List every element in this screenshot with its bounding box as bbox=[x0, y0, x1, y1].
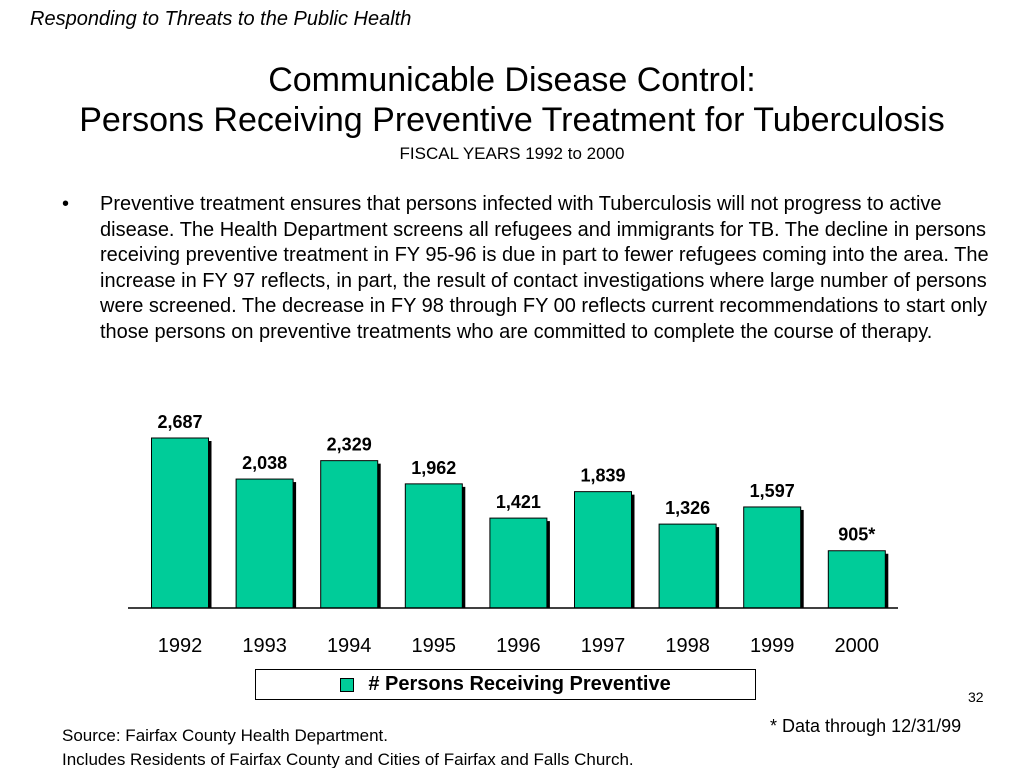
bullet-text: Preventive treatment ensures that person… bbox=[100, 193, 989, 343]
footnote: * Data through 12/31/99 bbox=[770, 716, 962, 736]
bullet-marker: • bbox=[62, 193, 70, 215]
data-label-1992: 2,687 bbox=[157, 412, 202, 432]
bar-1994 bbox=[320, 460, 379, 609]
x-tick-label-1997: 1997 bbox=[581, 635, 626, 657]
page-title-line-1: Communicable Disease Control: bbox=[268, 61, 756, 99]
data-label-1995: 1,962 bbox=[411, 458, 456, 478]
title-block: Communicable Disease Control: Persons Re… bbox=[0, 60, 1024, 164]
bar-1992 bbox=[151, 437, 209, 609]
data-label-1998: 1,326 bbox=[665, 498, 710, 518]
bar-1997 bbox=[574, 491, 632, 609]
x-tick-label-1999: 1999 bbox=[750, 635, 795, 657]
source-line-2: Includes Residents of Fairfax County and… bbox=[62, 750, 634, 768]
legend-label: # Persons Receiving Preventive bbox=[368, 673, 671, 695]
bar-2000 bbox=[827, 550, 886, 609]
x-tick-label-1992: 1992 bbox=[158, 635, 203, 657]
labels-layer: 2,687 2,038 2,329 1,962 1,421 1,839 1,326 1,597… bbox=[157, 412, 875, 545]
page-title-line-2: Persons Receiving Preventive Treatment f… bbox=[79, 101, 945, 139]
bars-layer bbox=[151, 437, 889, 609]
page-number: 32 bbox=[968, 689, 984, 705]
bullet-paragraph: • Preventive treatment ensures that pers… bbox=[62, 192, 997, 345]
x-tick-label-1995: 1995 bbox=[412, 635, 457, 657]
data-label-1996: 1,421 bbox=[496, 492, 541, 512]
x-tick-label-1998: 1998 bbox=[665, 635, 710, 657]
data-label-1994: 2,329 bbox=[327, 435, 372, 455]
x-tick-label-1996: 1996 bbox=[496, 635, 541, 657]
header-tag: Responding to Threats to the Public Heal… bbox=[30, 8, 412, 30]
source-line-1: Source: Fairfax County Health Department… bbox=[62, 726, 388, 745]
x-tick-label-1994: 1994 bbox=[327, 635, 372, 657]
source-note: Source: Fairfax County Health Department… bbox=[62, 724, 634, 768]
data-label-2000: 905* bbox=[838, 525, 875, 545]
legend-swatch bbox=[340, 677, 355, 692]
bar-1993 bbox=[235, 478, 294, 609]
data-label-1993: 2,038 bbox=[242, 453, 287, 473]
bar-1996 bbox=[489, 517, 548, 609]
bar-chart: 2,687 2,038 2,329 1,962 1,421 1,839 1,326 1,597… bbox=[128, 412, 898, 657]
bar-1998 bbox=[658, 523, 717, 609]
ticks-layer: 1992 1993 1994 1995 1996 1997 1998 1999 2000 bbox=[158, 635, 879, 657]
x-tick-label-2000: 2000 bbox=[835, 635, 880, 657]
x-tick-label-1993: 1993 bbox=[242, 635, 287, 657]
page-subtitle: FISCAL YEARS 1992 to 2000 bbox=[399, 144, 625, 163]
bar-1999 bbox=[743, 506, 802, 609]
chart-legend: # Persons Receiving Preventive bbox=[255, 669, 756, 700]
bar-1995 bbox=[404, 483, 463, 609]
data-label-1999: 1,597 bbox=[750, 481, 795, 501]
data-label-1997: 1,839 bbox=[580, 466, 625, 486]
